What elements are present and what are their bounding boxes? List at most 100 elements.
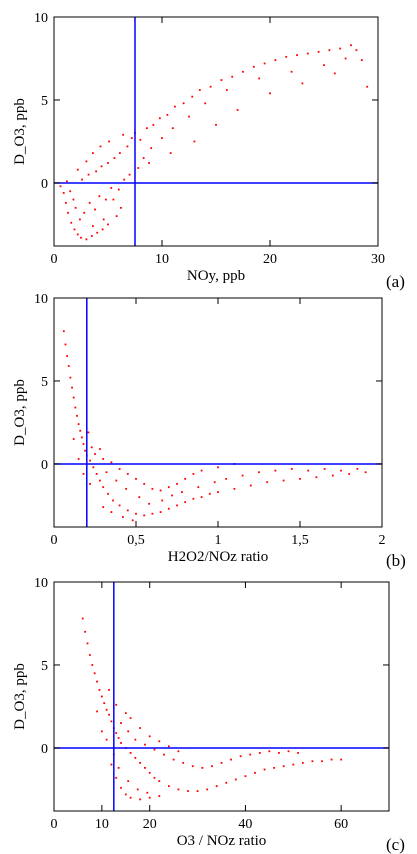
data-point xyxy=(118,152,121,154)
data-point xyxy=(148,771,151,774)
data-point xyxy=(101,228,104,231)
data-point xyxy=(323,64,325,67)
data-point xyxy=(83,211,86,214)
data-point xyxy=(139,138,142,141)
data-point xyxy=(208,492,211,495)
data-point xyxy=(115,479,118,482)
data-point xyxy=(94,453,96,455)
data-point xyxy=(79,429,82,432)
x-axis-label: H2O2/NOz ratio xyxy=(168,549,268,565)
x-tick-label: 20 xyxy=(263,252,277,267)
data-point xyxy=(74,206,77,209)
data-point xyxy=(242,70,244,73)
data-point xyxy=(69,376,72,379)
data-point xyxy=(278,752,280,754)
data-point xyxy=(323,468,326,470)
data-point xyxy=(285,55,288,58)
data-point xyxy=(91,664,94,666)
data-point xyxy=(88,654,91,656)
data-point xyxy=(225,781,228,784)
data-point xyxy=(172,758,175,761)
data-point xyxy=(128,173,131,176)
data-point xyxy=(95,170,98,173)
y-axis-label: D_O3, ppb xyxy=(12,98,28,165)
data-point xyxy=(339,47,342,50)
data-point xyxy=(115,776,118,779)
data-point xyxy=(159,511,162,513)
x-tick-label: 0,5 xyxy=(127,533,145,548)
data-point xyxy=(167,486,170,489)
data-point xyxy=(355,49,358,52)
data-point xyxy=(350,44,352,47)
data-point xyxy=(82,473,85,475)
data-point xyxy=(81,617,84,620)
x-tick-label: 0 xyxy=(51,252,58,267)
data-point xyxy=(220,761,223,764)
data-point xyxy=(110,511,113,513)
data-point xyxy=(143,482,146,485)
data-point xyxy=(330,758,333,761)
y-axis-label: D_O3, ppb xyxy=(12,379,28,446)
data-point xyxy=(204,102,207,105)
data-point xyxy=(69,190,72,193)
data-point xyxy=(331,474,334,477)
data-point xyxy=(197,486,200,489)
data-point xyxy=(100,730,103,733)
data-point xyxy=(234,778,237,781)
data-point xyxy=(274,59,277,62)
data-point xyxy=(77,458,80,460)
data-point xyxy=(107,162,109,164)
data-point xyxy=(138,496,141,499)
data-point xyxy=(72,396,75,399)
data-point xyxy=(148,796,151,799)
data-point xyxy=(76,233,79,236)
data-point xyxy=(93,672,96,675)
data-point xyxy=(115,703,118,706)
data-point xyxy=(85,238,88,241)
data-point xyxy=(139,798,142,801)
data-point xyxy=(62,192,65,194)
data-point xyxy=(252,65,255,68)
data-point xyxy=(130,137,133,140)
data-point xyxy=(139,761,142,764)
data-point xyxy=(104,198,107,201)
data-point xyxy=(110,187,113,189)
data-point xyxy=(215,785,218,788)
data-point xyxy=(139,727,142,729)
data-point xyxy=(181,491,183,494)
data-point xyxy=(98,688,101,691)
data-point xyxy=(115,732,118,734)
data-point xyxy=(171,494,173,497)
data-point xyxy=(117,766,120,769)
panel-label: (a) xyxy=(386,272,405,291)
data-point xyxy=(161,137,163,140)
data-point xyxy=(99,145,102,148)
data-points xyxy=(81,617,343,801)
data-point xyxy=(134,757,137,759)
data-point xyxy=(80,436,83,439)
x-tick-label: 1 xyxy=(215,533,222,548)
data-point xyxy=(177,750,180,753)
data-point xyxy=(158,795,161,797)
data-point xyxy=(307,469,310,472)
data-point xyxy=(64,343,67,346)
data-point xyxy=(74,406,77,409)
data-point xyxy=(282,765,285,768)
data-point xyxy=(80,236,82,239)
data-point xyxy=(193,140,196,143)
data-point xyxy=(301,761,304,764)
data-point xyxy=(129,717,132,719)
data-point xyxy=(148,162,150,164)
data-point xyxy=(167,785,170,788)
data-point xyxy=(233,487,236,490)
data-point xyxy=(103,702,106,705)
data-point xyxy=(76,414,78,417)
data-point xyxy=(150,147,153,149)
panel-label: (c) xyxy=(386,835,405,854)
data-point xyxy=(145,127,148,130)
data-point xyxy=(184,501,187,504)
data-point xyxy=(167,507,170,510)
data-point xyxy=(263,768,266,771)
data-point xyxy=(102,218,105,221)
data-point xyxy=(144,766,146,769)
